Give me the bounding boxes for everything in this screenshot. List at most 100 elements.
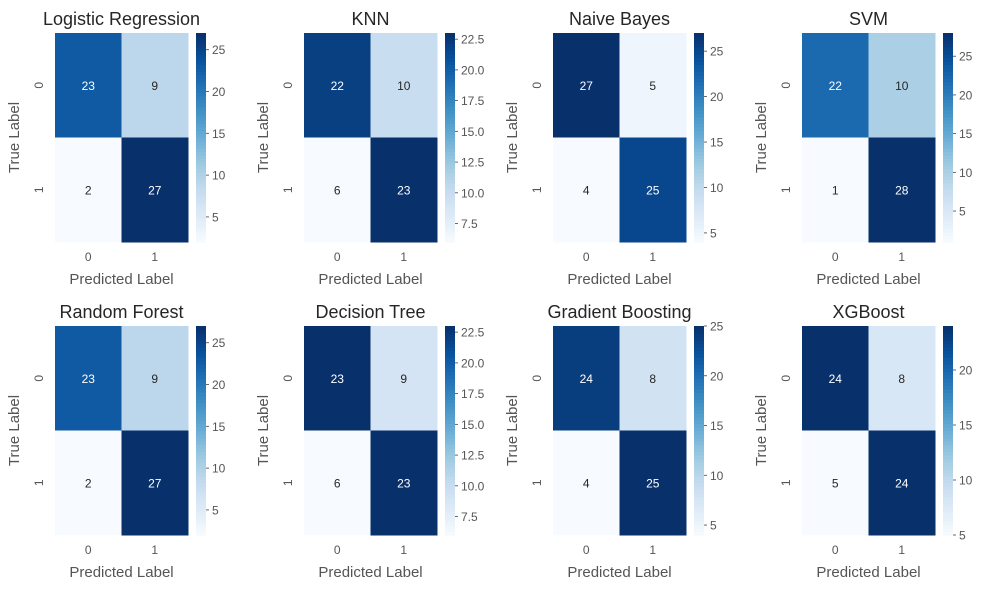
colorbar-segment [445, 399, 455, 404]
colorbar-segment [445, 346, 455, 351]
colorbar-segment [943, 182, 953, 187]
colorbar-segment [445, 123, 455, 128]
colorbar-segment [694, 39, 704, 45]
colorbar-segment [196, 158, 206, 163]
colorbar-segment [445, 416, 455, 421]
colorbar-segment [196, 224, 206, 229]
colorbar-tick-label: 20 [212, 85, 226, 99]
colorbar-segment [694, 57, 704, 62]
colorbar-segment [943, 507, 953, 512]
colorbar-segment [196, 221, 206, 226]
colorbar-tick-label: 5 [959, 205, 966, 219]
colorbar-segment [943, 53, 953, 58]
colorbar-segment [943, 168, 953, 173]
colorbar-segment [445, 510, 455, 515]
colorbar-segment [196, 151, 206, 156]
colorbar-segment [943, 385, 953, 390]
colorbar-segment [694, 493, 704, 498]
colorbar-segment [445, 67, 455, 72]
colorbar-segment [196, 454, 206, 459]
x-tick-label: 0 [85, 543, 92, 557]
colorbar-segment [196, 109, 206, 114]
colorbar-segment [694, 507, 704, 512]
colorbar-segment [694, 514, 704, 519]
colorbar-segment [943, 154, 953, 159]
colorbar-segment [694, 437, 704, 442]
cell-value: 25 [646, 183, 660, 197]
colorbar-segment [943, 39, 953, 45]
colorbar-segment [196, 134, 206, 139]
colorbar-segment [694, 472, 704, 477]
colorbar-segment [445, 36, 455, 41]
colorbar-segment [694, 221, 704, 226]
colorbar-segment [943, 531, 953, 536]
colorbar-segment [694, 200, 704, 205]
colorbar-segment [445, 402, 455, 407]
heatmap-cell [802, 430, 869, 536]
colorbar-segment [445, 60, 455, 65]
colorbar-segment [694, 168, 704, 173]
colorbar-tick-label: 5 [212, 210, 219, 224]
y-tick-label: 1 [281, 479, 295, 486]
colorbar-segment [196, 78, 206, 83]
colorbar-segment [943, 399, 953, 404]
colorbar-segment [694, 360, 704, 365]
colorbar-segment [943, 217, 953, 222]
colorbar-segment [196, 130, 206, 135]
colorbar-segment [943, 36, 953, 41]
colorbar-segment [445, 489, 455, 494]
colorbar-segment [445, 437, 455, 442]
colorbar-segment [196, 392, 206, 397]
colorbar-segment [196, 43, 206, 48]
colorbar-tick-label: 20 [212, 378, 226, 392]
colorbar-segment [943, 444, 953, 449]
colorbar-segment [196, 228, 206, 233]
colorbar-segment [694, 33, 704, 38]
x-tick-label: 1 [151, 543, 158, 557]
colorbar-segment [445, 496, 455, 501]
cell-value: 2 [85, 183, 92, 197]
heatmap-cell [553, 430, 620, 536]
colorbar-segment [445, 224, 455, 229]
colorbar-segment [943, 353, 953, 358]
colorbar-segment [943, 193, 953, 198]
cell-value: 10 [397, 79, 411, 93]
colorbar-segment [196, 489, 206, 494]
colorbar-segment [196, 427, 206, 432]
colorbar-segment [196, 524, 206, 529]
colorbar-segment [196, 182, 206, 187]
colorbar-segment [445, 332, 455, 338]
colorbar-segment [694, 451, 704, 456]
colorbar-segment [943, 81, 953, 86]
colorbar-segment [943, 381, 953, 386]
colorbar-segment [445, 524, 455, 529]
colorbar-segment [694, 524, 704, 529]
cell-value: 6 [334, 476, 341, 490]
heatmap-cell [619, 326, 687, 431]
x-axis-label: Predicted Label [318, 564, 422, 581]
colorbar-segment [196, 193, 206, 198]
colorbar-segment [694, 99, 704, 104]
colorbar-segment [445, 102, 455, 107]
colorbar-segment [943, 186, 953, 191]
heatmap-cell [55, 33, 122, 138]
colorbar-segment [445, 454, 455, 459]
colorbar-segment [943, 360, 953, 365]
colorbar-segment [445, 235, 455, 240]
colorbar-segment [943, 465, 953, 470]
y-axis-label: True Label [6, 395, 23, 466]
colorbar-segment [196, 144, 206, 149]
heatmap-cell [370, 430, 438, 536]
colorbar-segment [694, 406, 704, 411]
colorbar-segment [694, 172, 704, 177]
colorbar-segment [445, 203, 455, 208]
colorbar-segment [694, 350, 704, 355]
colorbar-segment [445, 468, 455, 473]
colorbar-segment [196, 416, 206, 421]
colorbar-segment [694, 60, 704, 65]
colorbar-segment [196, 336, 206, 341]
colorbar-segment [196, 64, 206, 69]
colorbar-segment [694, 364, 704, 369]
colorbar-segment [196, 53, 206, 58]
colorbar-segment [694, 140, 704, 146]
